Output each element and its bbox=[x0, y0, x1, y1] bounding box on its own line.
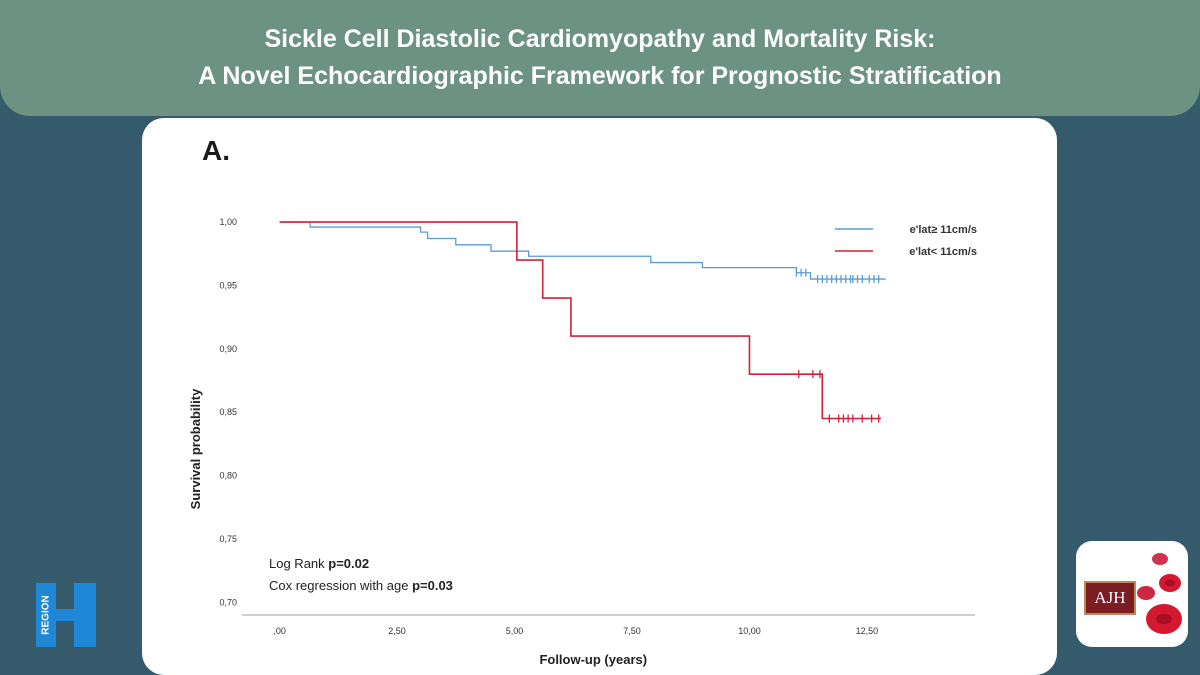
y-tick-label: 0,90 bbox=[219, 344, 237, 354]
x-tick-label: 7,50 bbox=[623, 626, 641, 636]
cox-label: Cox regression with age bbox=[269, 578, 412, 593]
ajh-badge: AJH bbox=[1084, 581, 1136, 615]
title-banner: Sickle Cell Diastolic Cardiomyopathy and… bbox=[0, 0, 1200, 116]
y-tick-label: 1,00 bbox=[219, 217, 237, 227]
x-axis-ticks: ,00 2,50 5,00 7,50 10,00 12,50 bbox=[273, 626, 878, 636]
log-rank-value: p=0.02 bbox=[328, 556, 369, 571]
logo-region-text: REGION bbox=[41, 595, 52, 634]
y-tick-label: 0,85 bbox=[219, 407, 237, 417]
logo-left-bar bbox=[36, 583, 56, 647]
log-rank-stat: Log Rank p=0.02 bbox=[269, 556, 369, 571]
logo-crossbar bbox=[54, 609, 76, 621]
y-axis-ticks: 1,00 0,95 0,90 0,85 0,80 0,75 0,70 bbox=[219, 217, 237, 607]
series-line-1 bbox=[279, 221, 886, 280]
logo-right-bar bbox=[74, 583, 96, 647]
log-rank-label: Log Rank bbox=[269, 556, 328, 571]
survival-chart: A. 1,00 0,95 0,90 0,85 0,80 0,75 0,70 ,00 2,50 5… bbox=[188, 135, 977, 667]
x-axis-title: Follow-up (years) bbox=[539, 652, 647, 667]
y-tick-label: 0,95 bbox=[219, 280, 237, 290]
region-h-logo: REGION bbox=[36, 583, 96, 647]
panel-label: A. bbox=[202, 135, 230, 166]
title-line-1: Sickle Cell Diastolic Cardiomyopathy and… bbox=[264, 25, 936, 53]
x-tick-label: 12,50 bbox=[856, 626, 879, 636]
series-line-2 bbox=[279, 221, 882, 420]
cox-value: p=0.03 bbox=[412, 578, 453, 593]
legend-label-1: e'lat≥ 11cm/s bbox=[910, 224, 977, 236]
y-tick-label: 0,75 bbox=[219, 534, 237, 544]
y-tick-label: 0,70 bbox=[219, 597, 237, 607]
ajh-logo: AJH bbox=[1076, 541, 1188, 647]
x-tick-label: 5,00 bbox=[506, 626, 524, 636]
blood-cells-icon bbox=[1137, 553, 1182, 634]
x-tick-label: ,00 bbox=[273, 626, 286, 636]
x-tick-label: 2,50 bbox=[388, 626, 406, 636]
series-layer bbox=[279, 221, 886, 423]
x-tick-label: 10,00 bbox=[738, 626, 761, 636]
y-tick-label: 0,80 bbox=[219, 471, 237, 481]
cox-regression-stat: Cox regression with age p=0.03 bbox=[269, 578, 453, 593]
legend-label-2: e'lat< 11cm/s bbox=[909, 246, 977, 258]
title-line-2: A Novel Echocardiographic Framework for … bbox=[198, 62, 1002, 90]
chart-card: A. 1,00 0,95 0,90 0,85 0,80 0,75 0,70 ,00 2,50 5… bbox=[142, 118, 1057, 675]
y-axis-title: Survival probability bbox=[188, 388, 203, 509]
legend: e'lat≥ 11cm/s e'lat< 11cm/s bbox=[835, 224, 977, 258]
